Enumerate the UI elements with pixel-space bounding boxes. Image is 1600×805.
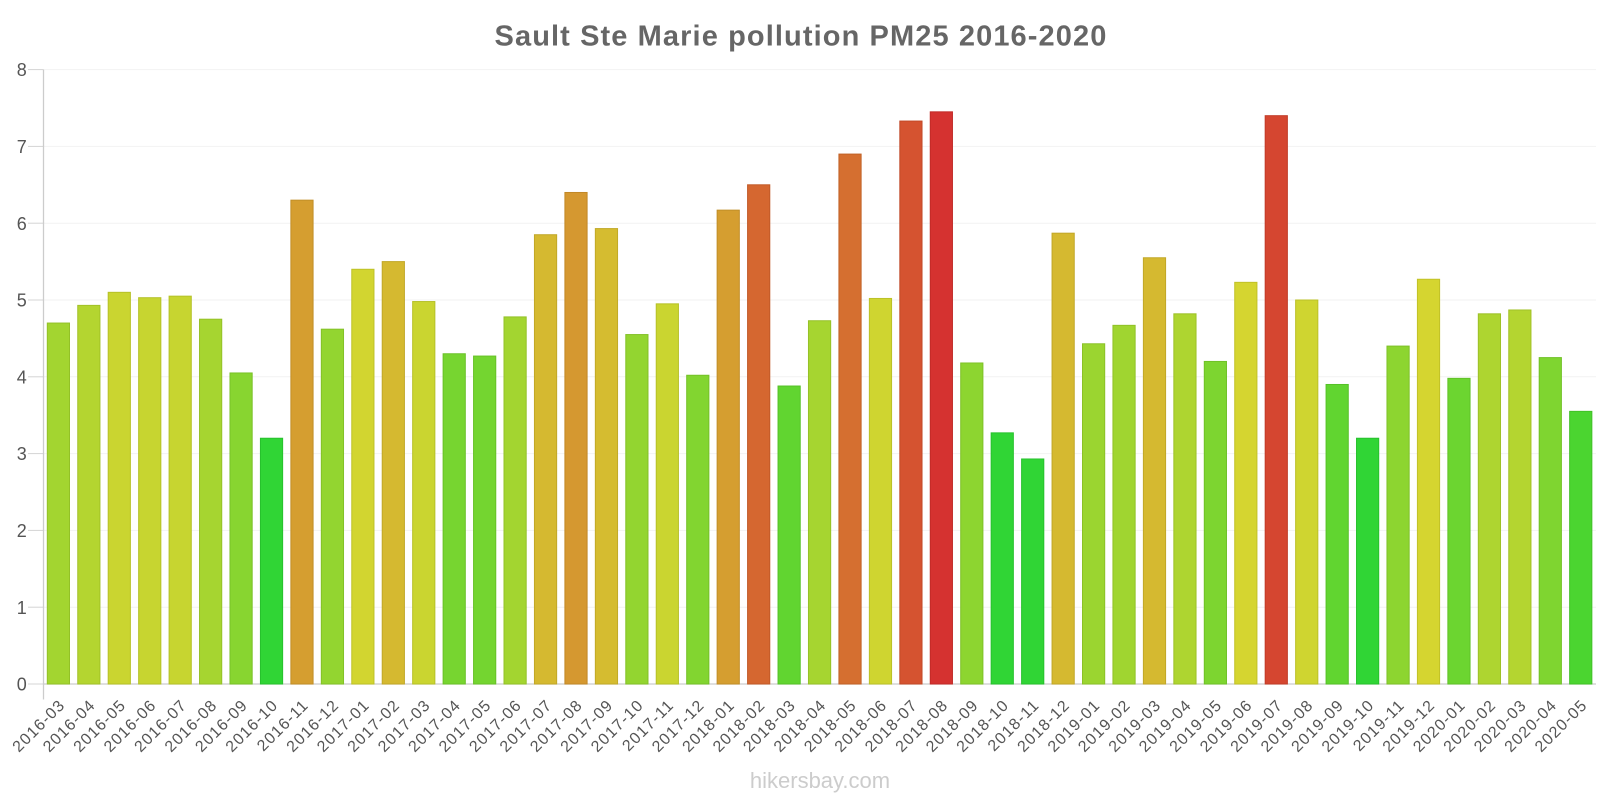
svg-text:3: 3 [17,444,27,464]
svg-text:2: 2 [17,521,27,541]
svg-text:5: 5 [17,291,27,311]
svg-text:hikersbay.com: hikersbay.com [750,768,890,793]
svg-text:7: 7 [17,137,27,157]
svg-text:Sault Ste Marie pollution PM25: Sault Ste Marie pollution PM25 2016-2020 [495,21,1108,53]
svg-text:8: 8 [17,60,27,80]
svg-text:4: 4 [17,367,27,387]
svg-text:1: 1 [17,598,27,618]
svg-text:6: 6 [17,214,27,234]
svg-text:0: 0 [17,675,27,695]
